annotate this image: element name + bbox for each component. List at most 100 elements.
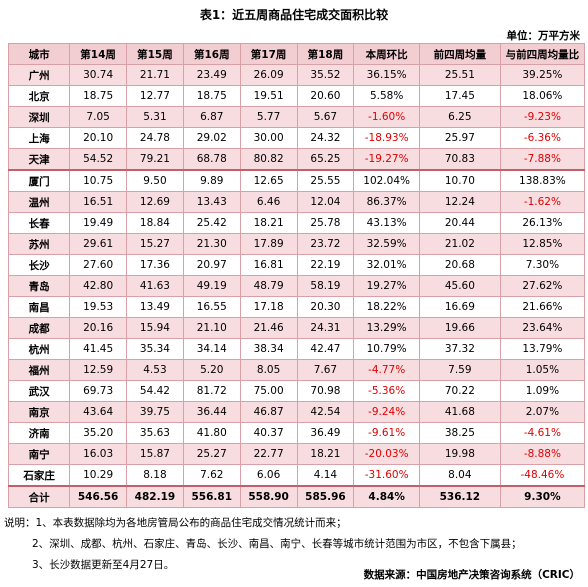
table-row: 南宁 16.03 15.87 25.27 22.77 18.21 -20.03% 19.98-… <box>7 443 586 465</box>
value-cell: 19.51 <box>239 85 298 107</box>
value-cell: 556.81 <box>182 485 241 508</box>
city-cell: 南昌 <box>7 296 71 318</box>
note: 3、长沙数据更新至4月27日。 <box>32 559 175 571</box>
value-cell: 25.78 <box>296 212 355 234</box>
table-row: 深圳 7.05 5.31 6.87 5.77 5.67 -1.60% 6.25 -9.23% <box>7 106 586 128</box>
table-row: 苏州 29.61 15.27 21.30 17.89 23.72 32.59% 21.02 12… <box>7 233 586 255</box>
value-cell: 8.05 <box>239 359 298 381</box>
city-cell: 青岛 <box>7 275 71 297</box>
value-cell: 43.64 <box>69 401 128 423</box>
value-cell: 20.60 <box>296 85 355 107</box>
column-header: 第17周 <box>239 43 298 65</box>
value-cell: 13.29% <box>353 317 420 339</box>
value-cell: 20.16 <box>69 317 128 339</box>
table-row: 上海 20.10 24.78 29.02 30.00 24.32 -18.93% 25.97-… <box>7 127 586 149</box>
value-cell: 13.79% <box>499 338 586 360</box>
value-cell: 5.67 <box>296 106 355 128</box>
value-cell: 16.81 <box>239 254 298 276</box>
value-cell: 13.49 <box>126 296 184 318</box>
value-cell: 558.90 <box>239 485 298 508</box>
value-cell: 17.89 <box>239 233 298 255</box>
table-row: 济南 35.20 35.63 41.80 40.37 36.49 -9.61% 38.25 -4… <box>7 422 586 444</box>
value-cell: 20.44 <box>418 212 501 234</box>
column-header: 前四周均量 <box>418 43 501 65</box>
value-cell: 12.77 <box>126 85 184 107</box>
value-cell: 35.34 <box>126 338 184 360</box>
value-cell: 18.21 <box>296 443 355 465</box>
value-cell: 12.65 <box>239 169 298 192</box>
table-row: 厦门 10.75 9.50 9.89 12.65 25.55 102.04% 10.70 138… <box>7 169 586 192</box>
value-cell: -6.36% <box>499 127 586 149</box>
table-row: 青岛 42.80 41.63 49.19 48.79 58.19 19.27% 45.60 27… <box>7 275 586 297</box>
city-cell: 南京 <box>7 401 71 423</box>
value-cell: 26.13% <box>499 212 586 234</box>
value-cell: 17.45 <box>418 85 501 107</box>
note: 2、深圳、成都、杭州、石家庄、青岛、长沙、南昌、南宁、长春等城市统计范围为市区，… <box>32 538 522 550</box>
value-cell: 7.59 <box>418 359 501 381</box>
value-cell: 138.83% <box>499 169 586 192</box>
value-cell: 10.75 <box>69 169 128 192</box>
value-cell: 18.06% <box>499 85 586 107</box>
table-row: 北京 18.75 12.77 18.75 19.51 20.60 5.58% 17.45 18.… <box>7 85 586 107</box>
value-cell: 19.98 <box>418 443 501 465</box>
value-cell: 34.14 <box>182 338 241 360</box>
city-cell: 济南 <box>7 422 71 444</box>
value-cell: -4.77% <box>353 359 420 381</box>
table-row: 长沙 27.60 17.36 20.97 16.81 22.19 32.01% 20.68 7.… <box>7 254 586 276</box>
value-cell: 37.32 <box>418 338 501 360</box>
value-cell: 42.54 <box>296 401 355 423</box>
value-cell: -8.88% <box>499 443 586 465</box>
value-cell: 2.07% <box>499 401 586 423</box>
value-cell: 20.30 <box>296 296 355 318</box>
city-cell: 苏州 <box>7 233 71 255</box>
value-cell: 41.80 <box>182 422 241 444</box>
value-cell: 36.15% <box>353 64 420 86</box>
value-cell: 79.21 <box>126 148 184 171</box>
value-cell: 7.67 <box>296 359 355 381</box>
value-cell: 24.32 <box>296 127 355 149</box>
value-cell: 5.77 <box>239 106 298 128</box>
value-cell: 7.30% <box>499 254 586 276</box>
value-cell: 42.47 <box>296 338 355 360</box>
value-cell: 69.73 <box>69 380 128 402</box>
value-cell: 17.36 <box>126 254 184 276</box>
value-cell: 35.52 <box>296 64 355 86</box>
value-cell: 13.43 <box>182 191 241 213</box>
table: 城市 第14周 第15周 第16周 第17周 第18周 本周环比 前四周均量 与前四周均量比 广… <box>7 43 586 508</box>
value-cell: 25.55 <box>296 169 355 192</box>
city-cell: 石家庄 <box>7 464 71 487</box>
value-cell: -1.62% <box>499 191 586 213</box>
value-cell: 6.87 <box>182 106 241 128</box>
value-cell: 81.72 <box>182 380 241 402</box>
source: 数据来源：中国房地产决策咨询系统（CRIC） <box>363 569 580 581</box>
value-cell: 10.29 <box>69 464 128 487</box>
value-cell: -18.93% <box>353 127 420 149</box>
value-cell: 70.22 <box>418 380 501 402</box>
value-cell: 25.97 <box>418 127 501 149</box>
header-row: 城市 第14周 第15周 第16周 第17周 第18周 本周环比 前四周均量 与前四周均量比 <box>7 43 586 65</box>
table-row: 南京 43.64 39.75 36.44 46.87 42.54 -9.24% 41.68 2.… <box>7 401 586 423</box>
value-cell: 8.04 <box>418 464 501 487</box>
value-cell: -5.36% <box>353 380 420 402</box>
column-header: 与前四周均量比 <box>499 43 586 65</box>
value-cell: 16.55 <box>182 296 241 318</box>
value-cell: 18.22% <box>353 296 420 318</box>
city-cell: 南宁 <box>7 443 71 465</box>
column-header: 第18周 <box>296 43 355 65</box>
value-cell: 19.27% <box>353 275 420 297</box>
value-cell: 35.20 <box>69 422 128 444</box>
value-cell: 43.13% <box>353 212 420 234</box>
value-cell: 546.56 <box>69 485 128 508</box>
value-cell: 38.34 <box>239 338 298 360</box>
value-cell: 75.00 <box>239 380 298 402</box>
city-cell: 杭州 <box>7 338 71 360</box>
value-cell: 9.89 <box>182 169 241 192</box>
value-cell: 36.44 <box>182 401 241 423</box>
value-cell: 70.83 <box>418 148 501 171</box>
value-cell: 12.85% <box>499 233 586 255</box>
value-cell: 5.31 <box>126 106 184 128</box>
value-cell: 22.19 <box>296 254 355 276</box>
value-cell: -1.60% <box>353 106 420 128</box>
value-cell: 536.12 <box>418 485 501 508</box>
